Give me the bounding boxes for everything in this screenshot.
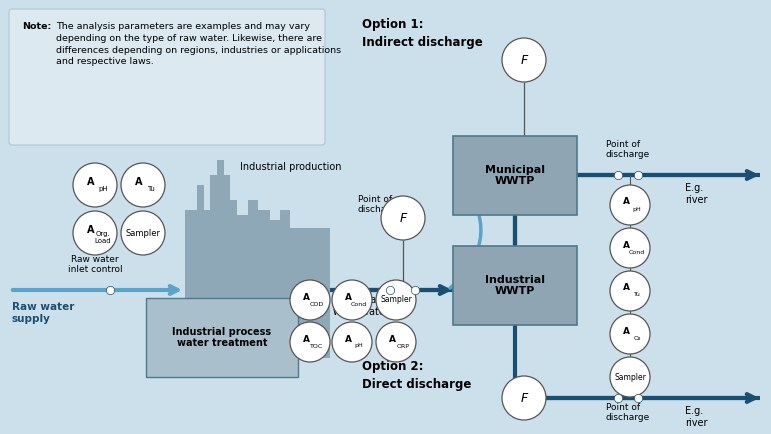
Circle shape bbox=[332, 280, 372, 320]
Text: Direct discharge: Direct discharge bbox=[362, 378, 471, 391]
Circle shape bbox=[290, 280, 330, 320]
Circle shape bbox=[290, 322, 330, 362]
Text: A: A bbox=[622, 240, 629, 250]
Text: Industrial process
water treatment: Industrial process water treatment bbox=[173, 327, 271, 349]
Text: F: F bbox=[520, 53, 527, 66]
Text: A: A bbox=[302, 335, 309, 343]
Text: A: A bbox=[622, 197, 629, 207]
Text: Industrial production: Industrial production bbox=[240, 162, 342, 172]
FancyBboxPatch shape bbox=[185, 248, 330, 358]
Text: The analysis parameters are examples and may vary
depending on the type of raw w: The analysis parameters are examples and… bbox=[56, 22, 341, 66]
Text: F: F bbox=[399, 211, 406, 224]
Text: A: A bbox=[87, 177, 94, 187]
Circle shape bbox=[73, 211, 117, 255]
Text: Tu: Tu bbox=[146, 186, 154, 192]
Text: F: F bbox=[520, 391, 527, 404]
Text: Cond: Cond bbox=[629, 250, 645, 254]
Polygon shape bbox=[185, 160, 330, 248]
Circle shape bbox=[376, 322, 416, 362]
Text: A: A bbox=[302, 293, 309, 302]
FancyBboxPatch shape bbox=[453, 246, 577, 325]
Circle shape bbox=[610, 357, 650, 397]
Text: Industrial
WWTP: Industrial WWTP bbox=[485, 275, 545, 296]
Text: O₂: O₂ bbox=[633, 335, 641, 341]
Circle shape bbox=[376, 280, 416, 320]
FancyBboxPatch shape bbox=[453, 136, 577, 215]
Circle shape bbox=[121, 163, 165, 207]
Text: Cond: Cond bbox=[351, 302, 367, 306]
Text: Tu: Tu bbox=[634, 293, 641, 297]
Text: A: A bbox=[345, 335, 352, 343]
Text: pH: pH bbox=[98, 186, 107, 192]
Text: Point of
discharge: Point of discharge bbox=[606, 140, 650, 159]
Text: Sampler: Sampler bbox=[126, 228, 160, 237]
Text: COD: COD bbox=[310, 302, 324, 306]
FancyBboxPatch shape bbox=[146, 298, 298, 377]
Circle shape bbox=[381, 196, 425, 240]
Text: Indirect discharge: Indirect discharge bbox=[362, 36, 483, 49]
Text: E.g.
river: E.g. river bbox=[685, 406, 708, 427]
Text: Point of
discharge: Point of discharge bbox=[358, 195, 402, 214]
Text: Sampler: Sampler bbox=[614, 372, 646, 381]
Text: Org.
Load: Org. Load bbox=[94, 231, 111, 244]
Text: Point of
discharge: Point of discharge bbox=[606, 403, 650, 422]
Text: A: A bbox=[622, 326, 629, 335]
Circle shape bbox=[502, 38, 546, 82]
Text: ORP: ORP bbox=[396, 343, 409, 349]
Text: Sampler: Sampler bbox=[380, 296, 412, 305]
Text: Option 2:: Option 2: bbox=[362, 360, 423, 373]
Text: Municipal
WWTP: Municipal WWTP bbox=[485, 164, 545, 186]
Circle shape bbox=[610, 314, 650, 354]
Text: A: A bbox=[389, 335, 396, 343]
Text: Industrial
wastewater: Industrial wastewater bbox=[333, 295, 390, 316]
Text: Raw water
inlet control: Raw water inlet control bbox=[68, 255, 123, 274]
Text: A: A bbox=[87, 225, 94, 235]
Circle shape bbox=[121, 211, 165, 255]
FancyArrowPatch shape bbox=[450, 180, 481, 288]
Circle shape bbox=[610, 185, 650, 225]
Circle shape bbox=[73, 163, 117, 207]
Text: pH: pH bbox=[355, 343, 363, 349]
Text: A: A bbox=[622, 283, 629, 293]
Text: Option 1:: Option 1: bbox=[362, 18, 423, 31]
Text: E.g.
river: E.g. river bbox=[685, 183, 708, 204]
Text: Raw water
supply: Raw water supply bbox=[12, 302, 74, 324]
Text: A: A bbox=[135, 177, 143, 187]
FancyBboxPatch shape bbox=[9, 9, 325, 145]
Circle shape bbox=[332, 322, 372, 362]
Circle shape bbox=[610, 228, 650, 268]
Text: Note:: Note: bbox=[22, 22, 51, 31]
Circle shape bbox=[610, 271, 650, 311]
Text: TOC: TOC bbox=[311, 343, 324, 349]
Text: pH: pH bbox=[633, 207, 641, 211]
Text: A: A bbox=[345, 293, 352, 302]
Circle shape bbox=[502, 376, 546, 420]
